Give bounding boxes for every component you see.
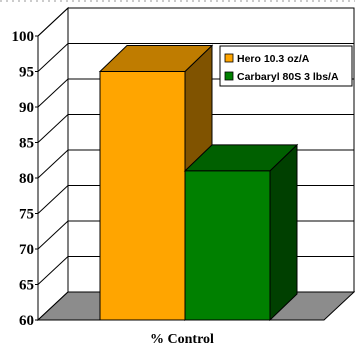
bar-carbaryl — [183, 143, 299, 322]
side-gridline — [37, 114, 69, 143]
bar-side — [269, 143, 298, 322]
legend-swatch — [224, 53, 234, 63]
side-gridline — [37, 78, 69, 108]
y-tick-label: 100 — [12, 29, 35, 45]
bar-front — [184, 170, 271, 321]
y-tick-label: 70 — [19, 242, 34, 258]
legend-label: Carbaryl 80S 3 lbs/A — [237, 71, 339, 83]
legend-label: Hero 10.3 oz/A — [237, 53, 310, 65]
side-gridline — [37, 220, 69, 250]
side-gridline — [37, 43, 69, 72]
side-gridline — [37, 185, 69, 214]
legend: Hero 10.3 oz/A Carbaryl 80S 3 lbs/A — [219, 45, 353, 87]
legend-box — [219, 45, 353, 87]
side-gridline — [37, 7, 69, 37]
bar-front — [99, 71, 186, 321]
y-tick-label: 60 — [19, 313, 34, 329]
y-axis-ticks: 60 65 70 75 80 85 90 95 100 — [12, 29, 38, 329]
y-tick-label: 85 — [19, 136, 34, 152]
x-axis-label: % Control — [150, 332, 214, 347]
side-gridline — [37, 256, 69, 285]
side-gridline — [37, 149, 69, 179]
y-tick-label: 80 — [19, 171, 34, 187]
y-tick-label: 65 — [19, 278, 34, 294]
y-tick-label: 95 — [19, 65, 34, 81]
y-tick-label: 90 — [19, 100, 34, 116]
legend-swatch — [224, 71, 234, 81]
bars — [98, 44, 299, 322]
y-tick-label: 75 — [19, 207, 34, 223]
